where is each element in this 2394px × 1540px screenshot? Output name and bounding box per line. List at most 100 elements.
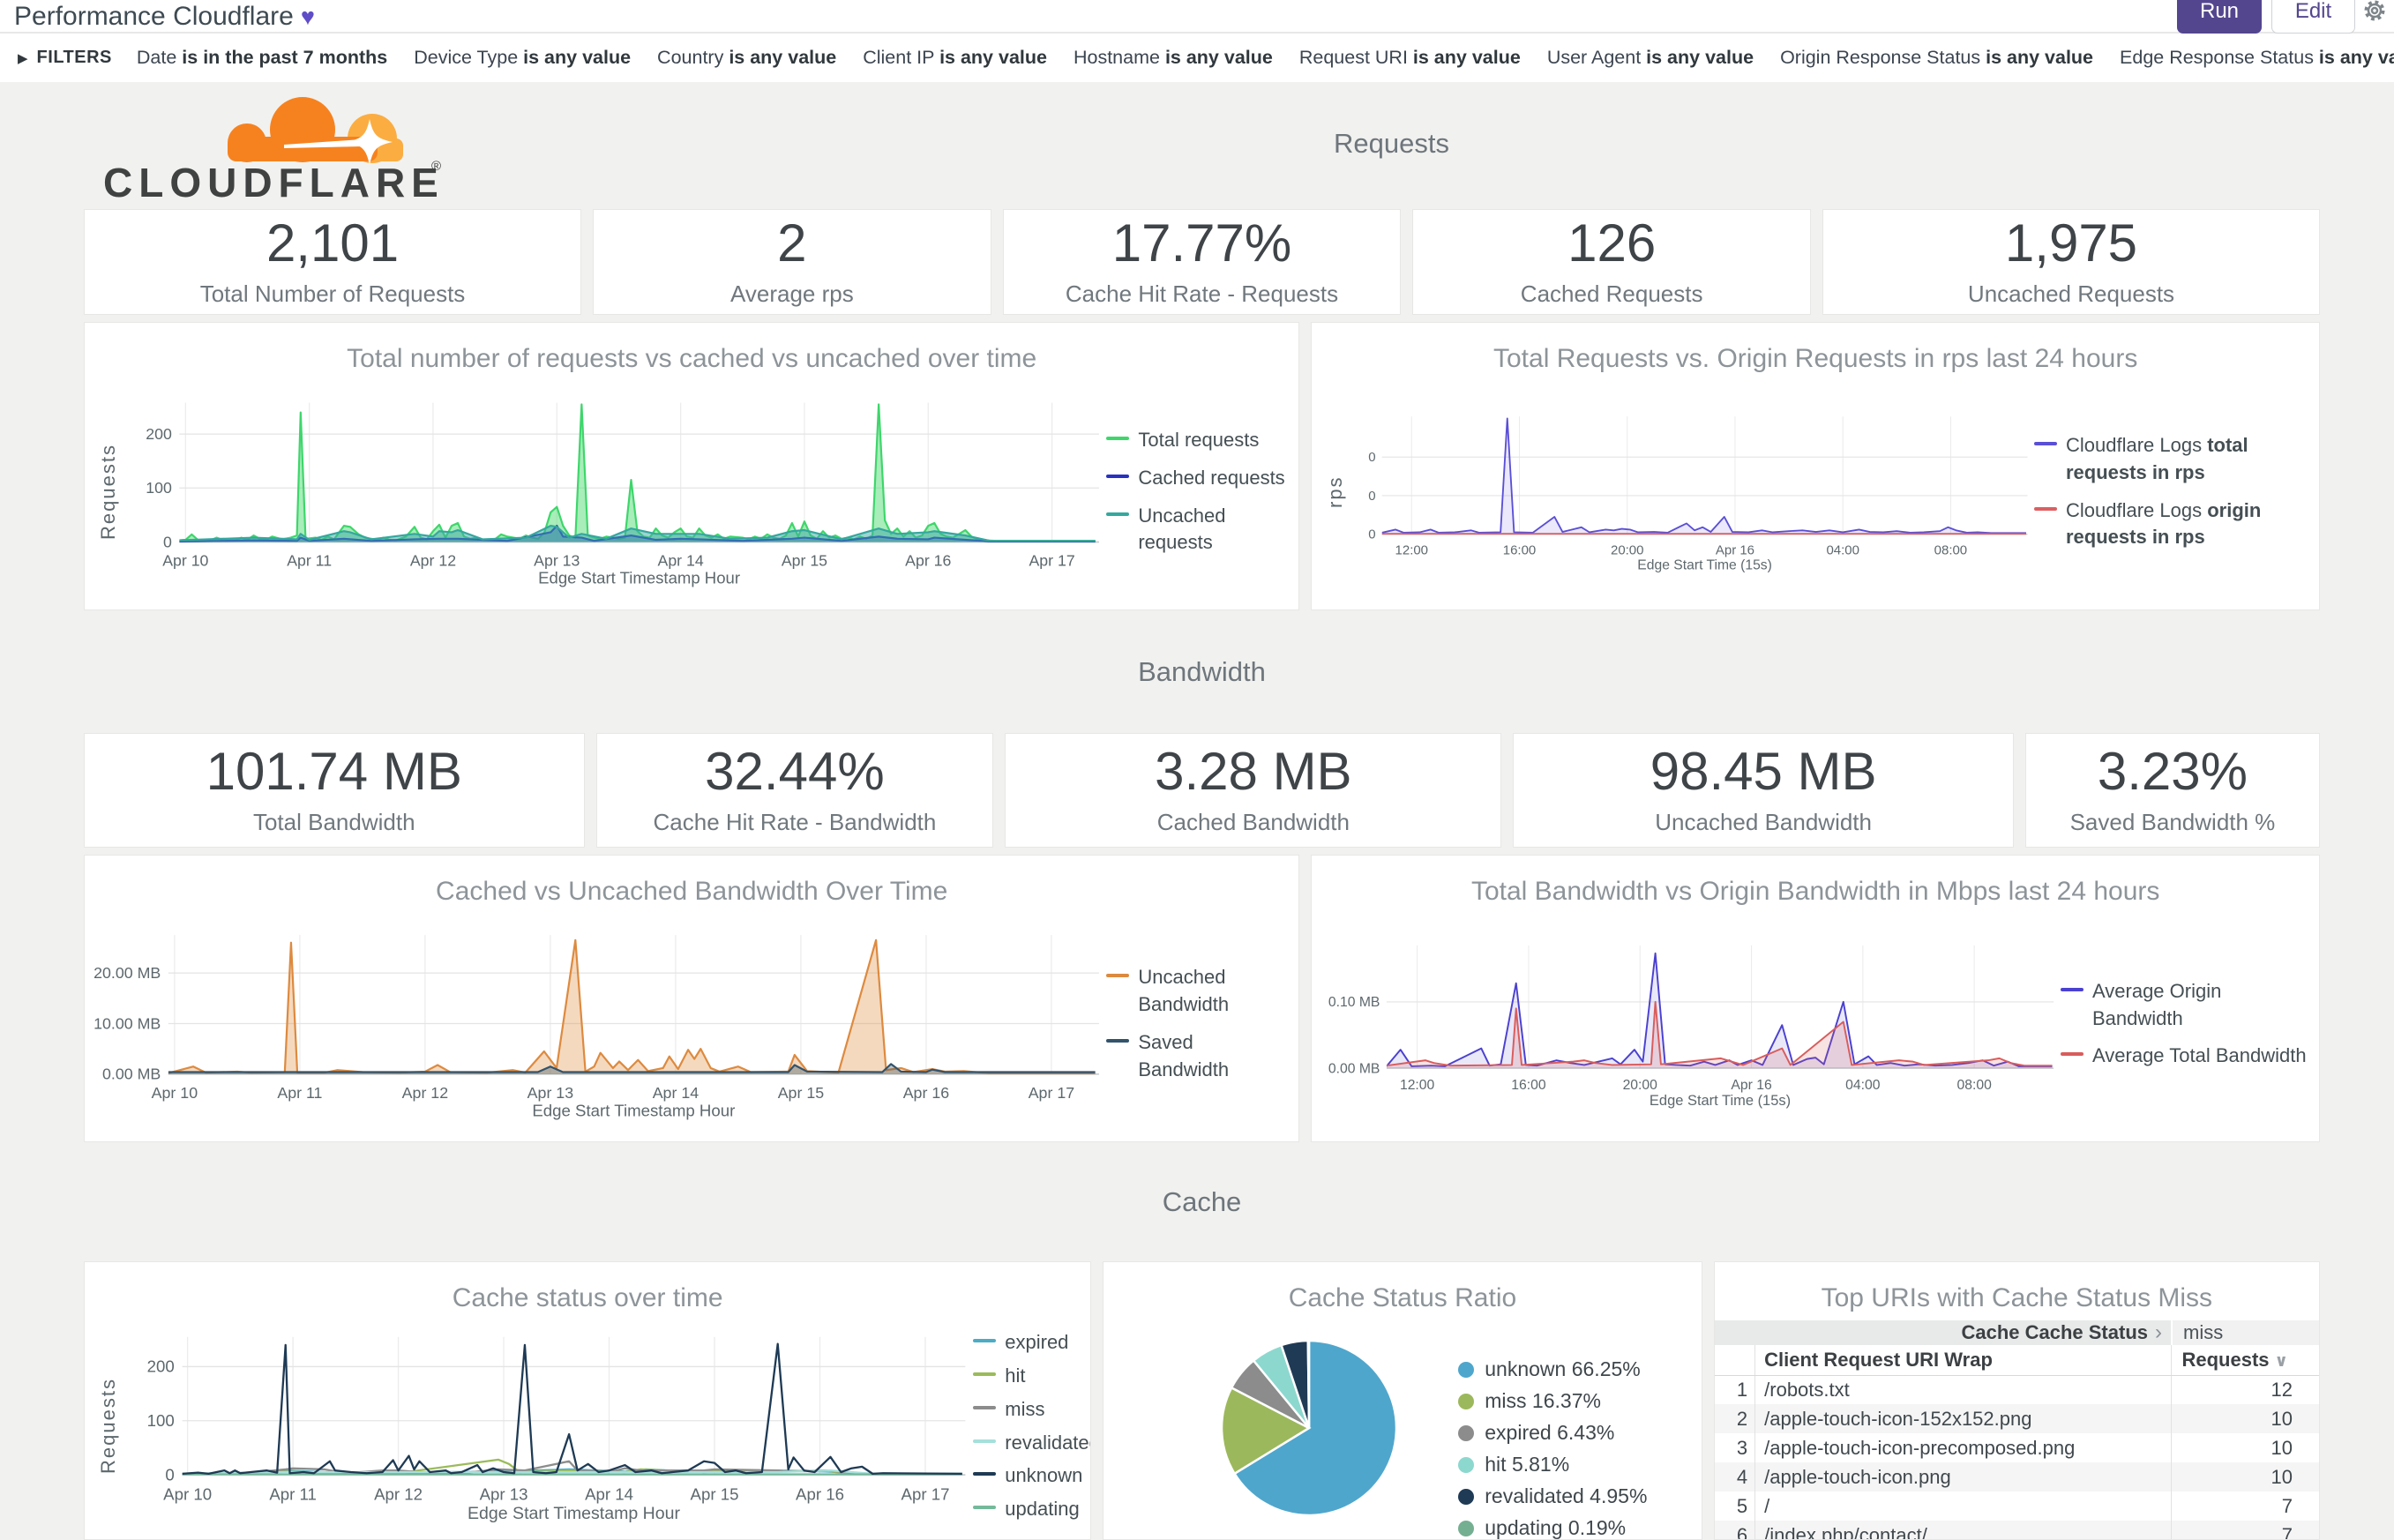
edit-button[interactable]: Edit	[2271, 0, 2355, 34]
pie-legend-item[interactable]: hit 5.81%	[1458, 1453, 1647, 1476]
pie-legend-item[interactable]: unknown 66.25%	[1458, 1357, 1647, 1381]
chart-title: Cache Status Ratio	[1288, 1283, 1517, 1312]
uri-cell: /apple-touch-icon-precomposed.png	[1764, 1436, 2076, 1459]
filters-toggle[interactable]: ▶ FILTERS	[18, 48, 112, 68]
pie-legend-item[interactable]: expired 6.43%	[1458, 1421, 1647, 1445]
legend-item[interactable]: Average Total Bandwidth	[2061, 1043, 2308, 1070]
svg-text:Apr 16: Apr 16	[1732, 1078, 1773, 1093]
section-band-bandwidth: Bandwidth	[84, 610, 2320, 733]
filter-items: Date is in the past 7 months Device Type …	[137, 47, 2394, 69]
legend-item[interactable]: unknown	[973, 1462, 1082, 1490]
column-header-uri[interactable]: Client Request URI Wrap	[1754, 1345, 2171, 1376]
legend-item[interactable]: Cloudflare Logs total requests in rps	[2034, 432, 2308, 487]
row-number: 4	[1714, 1462, 1756, 1491]
legend-item[interactable]: updating	[973, 1496, 1080, 1523]
kpi-value: 3.28 MB	[1155, 741, 1352, 801]
pie-legend-item[interactable]: revalidated 4.95%	[1458, 1484, 1647, 1508]
filter-item-device-type[interactable]: Device Type is any value	[414, 47, 632, 68]
svg-text:0: 0	[165, 1465, 174, 1484]
table-row[interactable]: 4/apple-touch-icon.png 10	[1714, 1462, 2319, 1491]
svg-text:Apr 16: Apr 16	[903, 1084, 950, 1102]
legend-item[interactable]: Uncached Bandwidth	[1106, 964, 1288, 1019]
filter-item-origin-response-status[interactable]: Origin Response Status is any value	[1780, 47, 2094, 68]
kpi-value: 101.74 MB	[206, 741, 462, 801]
chevron-down-icon: ∨	[2274, 1351, 2288, 1371]
uri-cell: /robots.txt	[1764, 1378, 1850, 1401]
filter-item-edge-response-status[interactable]: Edge Response Status is any value	[2120, 47, 2394, 68]
gear-icon[interactable]	[2360, 0, 2389, 26]
pie-legend-item[interactable]: miss 16.37%	[1458, 1389, 1647, 1413]
pie-legend-item[interactable]: updating 0.19%	[1458, 1516, 1647, 1539]
chart-title: Cached vs Uncached Bandwidth Over Time	[436, 877, 948, 906]
pivot-field-label[interactable]: Cache Cache Status ›	[1714, 1320, 2171, 1345]
legend-item[interactable]: hit	[973, 1363, 1080, 1390]
legend-dot-icon	[1458, 1393, 1475, 1409]
legend-item[interactable]: miss	[973, 1396, 1080, 1424]
requests-cell: 12	[2170, 1375, 2319, 1404]
series-line	[179, 403, 1096, 542]
svg-text:Apr 17: Apr 17	[1029, 1084, 1074, 1102]
legend-item[interactable]: Uncached requests	[1106, 503, 1288, 557]
filter-bar: ▶ FILTERS Date is in the past 7 months De…	[0, 34, 2394, 82]
heart-icon: ♥	[300, 4, 315, 30]
filter-item-date[interactable]: Date is in the past 7 months	[136, 47, 388, 68]
legend-swatch	[2061, 1052, 2084, 1057]
series-area	[168, 939, 1096, 1074]
kpi-label: Saved Bandwidth %	[2069, 808, 2276, 835]
edit-button-label: Edit	[2294, 0, 2332, 23]
table-row[interactable]: 3/apple-touch-icon-precomposed.png 10	[1714, 1433, 2319, 1462]
row-number: 3	[1714, 1433, 1756, 1462]
legend-label: Cloudflare Logs total requests in rps	[2066, 433, 2248, 483]
filter-item-client-ip[interactable]: Client IP is any value	[863, 47, 1047, 68]
series-area	[1387, 953, 2053, 1069]
run-button[interactable]: Run	[2177, 0, 2262, 34]
chart-legend: Uncached Bandwidth Saved Bandwidth	[1106, 908, 1291, 1140]
filter-item-hostname[interactable]: Hostname is any value	[1073, 47, 1273, 68]
legend-item[interactable]: Total requests	[1106, 427, 1288, 454]
requests-over-time-chart-canvas: Apr 10 Apr 11 Apr 12 Apr 13 Apr 14 Apr 15 Apr …	[146, 402, 1099, 587]
legend-item[interactable]: expired	[973, 1329, 1080, 1357]
legend-label: Cloudflare Logs origin requests in rps	[2066, 498, 2262, 549]
table-row[interactable]: 1/robots.txt 12	[1714, 1375, 2319, 1404]
filter-item-user-agent[interactable]: User Agent is any value	[1546, 47, 1754, 68]
filter-item-country[interactable]: Country is any value	[657, 47, 837, 68]
legend-item[interactable]: Cloudflare Logs origin requests in rps	[2034, 497, 2308, 552]
kpi-label: Average rps	[730, 280, 854, 307]
filter-item-request-uri[interactable]: Request URI is any value	[1298, 47, 1521, 68]
legend-item[interactable]: Average Origin Bandwidth	[2061, 978, 2308, 1033]
legend-swatch	[1106, 474, 1130, 478]
svg-text:Apr 17: Apr 17	[901, 1485, 950, 1504]
legend-label: hit	[1005, 1364, 1026, 1387]
svg-text:Apr 13: Apr 13	[527, 1084, 574, 1102]
legend-item[interactable]: Cached requests	[1106, 465, 1288, 492]
legend-label: miss	[1005, 1397, 1045, 1420]
pie-slice-updating[interactable]	[1306, 1339, 1311, 1429]
kpi-uncached-bandwidth: 98.45 MB Uncached Bandwidth	[1513, 733, 2014, 848]
svg-text:Apr 17: Apr 17	[1029, 551, 1074, 569]
legend-label: Average Total Bandwidth	[2092, 1044, 2307, 1067]
pivot-field-text: Cache Cache Status	[1961, 1321, 2148, 1343]
table-row[interactable]: 6/index.php/contact/7	[1714, 1521, 2319, 1539]
table-row[interactable]: 2/apple-touch-icon-152x152.png 10	[1714, 1404, 2319, 1433]
svg-text:16:00: 16:00	[1512, 1078, 1547, 1093]
header-bar: Performance Cloudflare ♥ Run Edit	[0, 0, 2394, 34]
section-title-requests: Requests	[1334, 128, 1449, 159]
legend-label: expired	[1005, 1331, 1069, 1354]
pie-legend-label: miss 16.37%	[1485, 1389, 1601, 1412]
svg-text:100: 100	[147, 1411, 175, 1430]
pie-legend-label: expired 6.43%	[1485, 1421, 1615, 1444]
pie-legend-label: hit 5.81%	[1485, 1453, 1570, 1476]
kpi-value: 126	[1567, 213, 1657, 273]
kpi-label: Uncached Requests	[1967, 280, 2175, 307]
legend-item[interactable]: Saved Bandwidth	[1106, 1029, 1288, 1084]
pie-slice-miss[interactable]	[1221, 1386, 1312, 1476]
uri-cell: /apple-touch-icon.png	[1764, 1465, 1951, 1488]
legend-label: Uncached Bandwidth	[1138, 966, 1230, 1016]
table-row[interactable]: 5 / 7	[1714, 1491, 2319, 1521]
pie-slice-unknown[interactable]	[1233, 1339, 1398, 1517]
legend-item[interactable]: revalidated	[973, 1430, 1090, 1457]
svg-text:Apr 16: Apr 16	[905, 551, 951, 569]
column-header-requests[interactable]: Requests ∨	[2170, 1345, 2319, 1376]
svg-text:04:00: 04:00	[1827, 542, 1859, 557]
filters-label: FILTERS	[36, 48, 112, 67]
